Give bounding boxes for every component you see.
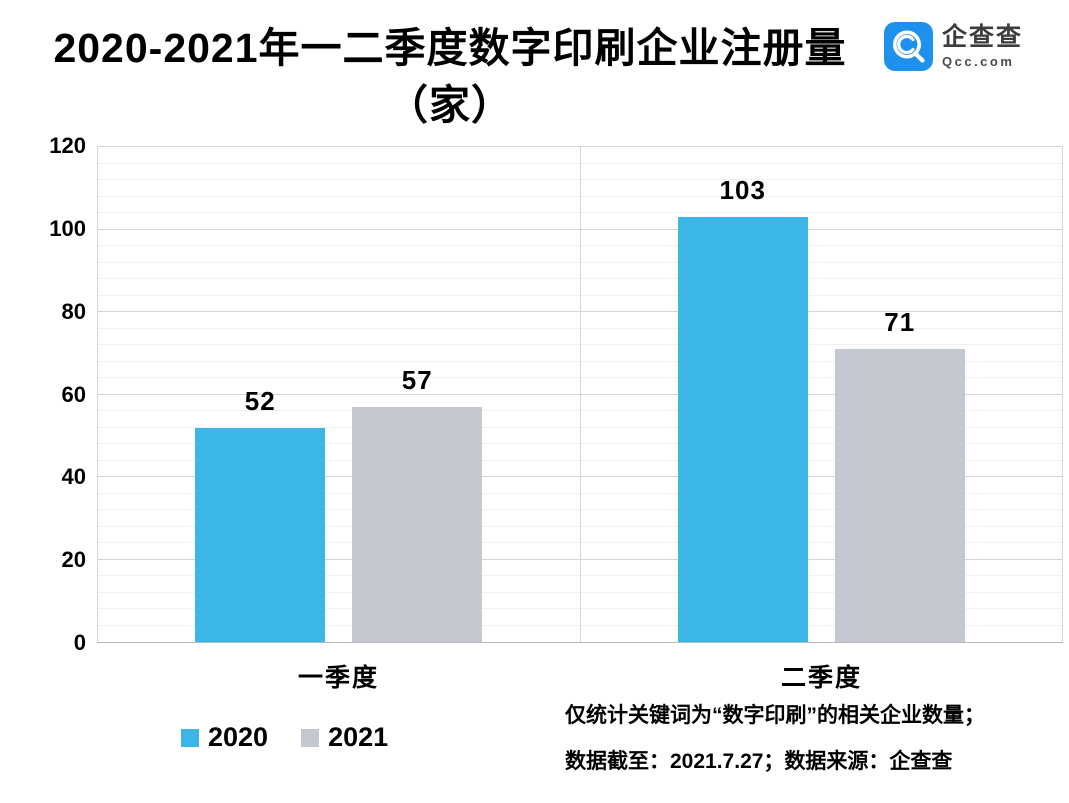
- legend-item-2021: 2021: [301, 722, 388, 753]
- x-axis-category-label: 一季度: [297, 664, 379, 692]
- plot-area: 52 57 103 71: [97, 146, 1063, 643]
- legend-item-2020: 2020: [181, 722, 268, 753]
- x-axis: 一季度 二季度: [97, 658, 1063, 694]
- y-axis-tick-label: 20: [61, 547, 86, 573]
- y-axis-tick-label: 80: [61, 298, 86, 324]
- y-axis: 0 20 40 60 80 100 120: [18, 135, 86, 654]
- bar-value-label: 52: [244, 385, 276, 416]
- bar-2021-二季度: [834, 349, 965, 642]
- legend-label: 2021: [328, 722, 389, 752]
- bar-column-2021-一季度: 57: [352, 147, 483, 642]
- bar-2020-一季度: [195, 427, 326, 642]
- bar-2021-一季度: [352, 406, 483, 642]
- page-title-line2: （家）: [387, 82, 513, 128]
- qcc-logo-text: 企查查 Qcc.com: [942, 22, 1024, 70]
- qcc-logo-domain: Qcc.com: [942, 54, 1015, 69]
- y-axis-tick-label: 40: [61, 464, 86, 490]
- page-title-line1: 2020-2021年一二季度数字印刷企业注册量: [53, 25, 847, 71]
- qcc-logo-name: 企查查: [942, 23, 1024, 51]
- bar-value-label: 57: [401, 364, 433, 395]
- bar-group-一季度: 52 57: [98, 147, 581, 642]
- bar-column-2020-二季度: 103: [677, 147, 808, 642]
- bar-group-二季度: 103 71: [581, 147, 1063, 642]
- bar-column-2021-二季度: 71: [834, 147, 965, 642]
- qcc-magnifier-icon: [884, 22, 933, 71]
- legend: 2020 2021: [181, 722, 388, 753]
- bar-2020-二季度: [677, 217, 808, 642]
- footnote: 仅统计关键词为“数字印刷”的相关企业数量； 数据截至：2021.7.27；数据来…: [565, 693, 985, 785]
- page-title: 2020-2021年一二季度数字印刷企业注册量 （家）: [0, 20, 900, 134]
- footnote-line1: 仅统计关键词为“数字印刷”的相关企业数量；: [565, 704, 985, 727]
- legend-swatch: [181, 728, 199, 747]
- y-axis-tick-label: 100: [49, 215, 86, 241]
- qcc-logo: 企查查 Qcc.com: [884, 22, 1023, 71]
- bar-column-2020-一季度: 52: [195, 147, 326, 642]
- y-axis-tick-label: 0: [73, 630, 86, 655]
- bar-value-label: 71: [884, 307, 916, 338]
- y-axis-tick-label: 60: [61, 381, 86, 407]
- legend-label: 2020: [208, 722, 269, 752]
- footnote-line2: 数据截至：2021.7.27；数据来源：企查查: [565, 750, 953, 773]
- legend-swatch: [301, 728, 320, 747]
- x-axis-category-label: 二季度: [780, 664, 862, 692]
- bar-value-label: 103: [719, 175, 766, 206]
- y-axis-tick-label: 120: [49, 133, 86, 158]
